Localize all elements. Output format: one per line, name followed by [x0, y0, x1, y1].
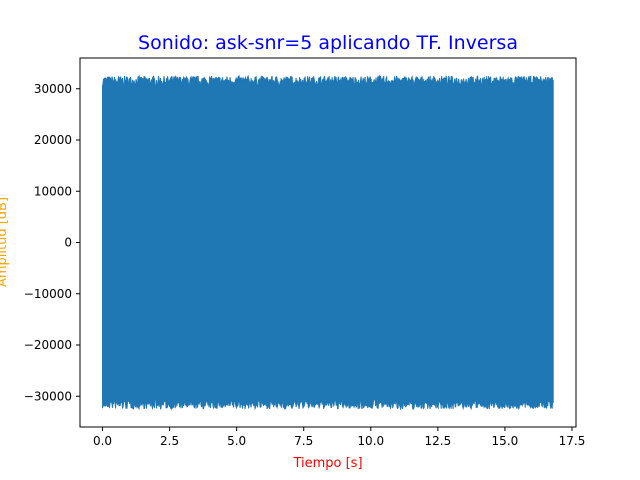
x-tick-label: 7.5	[294, 434, 313, 448]
y-tick-label: 0	[64, 236, 72, 250]
x-axis-label: Tiempo [s]	[292, 456, 362, 471]
y-tick-label: −10000	[24, 287, 72, 301]
x-tick-label: 15.0	[492, 434, 519, 448]
y-tick-label: 20000	[34, 133, 72, 147]
x-tick-label: 17.5	[559, 434, 586, 448]
x-axis: 0.0 2.5 5.0 7.5 10.0 12.5 15.0 17.5	[93, 427, 585, 448]
series-layer	[102, 74, 554, 411]
y-tick-label: 30000	[34, 82, 72, 96]
chart-title: Sonido: ask-snr=5 aplicando TF. Inversa	[138, 32, 518, 54]
x-tick-label: 0.0	[93, 434, 112, 448]
y-axis: −30000 −20000 −10000 0 10000 20000 30000	[24, 82, 80, 403]
series-signal	[102, 74, 554, 411]
x-tick-label: 12.5	[424, 434, 451, 448]
x-tick-label: 10.0	[357, 434, 384, 448]
y-tick-label: −30000	[24, 389, 72, 403]
y-tick-label: −20000	[24, 338, 72, 352]
y-axis-label: Amplitud [dB]	[0, 197, 10, 287]
y-tick-label: 10000	[34, 184, 72, 198]
x-tick-label: 5.0	[227, 434, 246, 448]
x-tick-label: 2.5	[160, 434, 179, 448]
